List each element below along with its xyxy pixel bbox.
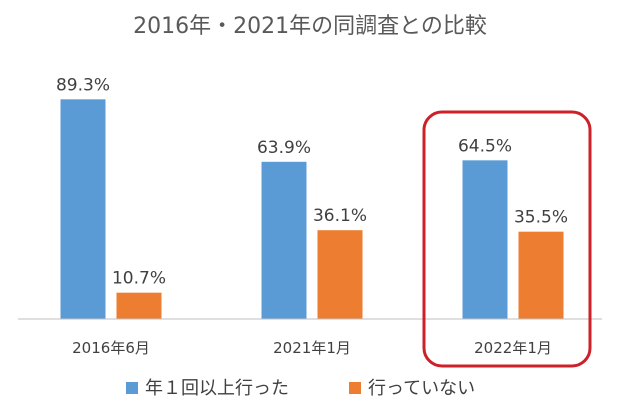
legend-label-0: 年１回以上行った <box>145 378 289 399</box>
bar-series-1-0 <box>116 292 162 319</box>
category-label-1: 2021年1月 <box>273 339 351 357</box>
legend: 年１回以上行った 行っていない <box>126 378 475 399</box>
data-label-series-1-1: 36.1% <box>313 206 367 226</box>
data-label-series-1-2: 35.5% <box>514 208 568 228</box>
legend-swatch-0 <box>126 382 138 394</box>
legend-swatch-1 <box>349 382 361 394</box>
category-labels-group: 2016年6月 2021年1月 2022年1月 <box>72 339 552 357</box>
category-label-2: 2022年1月 <box>474 339 552 357</box>
bar-series-0-1 <box>261 161 307 319</box>
data-label-series-0-2: 64.5% <box>458 136 512 156</box>
bar-series-1-2 <box>518 231 564 319</box>
data-label-series-0-0: 89.3% <box>56 75 110 95</box>
bar-series-1-1 <box>317 230 363 319</box>
category-label-0: 2016年6月 <box>72 339 150 357</box>
bar-series-0-2 <box>462 160 508 319</box>
highlight-box <box>422 110 592 368</box>
legend-label-1: 行っていない <box>368 378 475 399</box>
bar-series-0-0 <box>60 99 106 320</box>
chart-title: 2016年・2021年の同調査との比較 <box>133 14 487 39</box>
value-labels-group: 89.3% 63.9% 64.5% 10.7% 36.1% 35.5% <box>56 75 568 288</box>
data-label-series-1-0: 10.7% <box>112 269 166 289</box>
bars-group <box>60 99 564 320</box>
data-label-series-0-1: 63.9% <box>257 138 311 158</box>
